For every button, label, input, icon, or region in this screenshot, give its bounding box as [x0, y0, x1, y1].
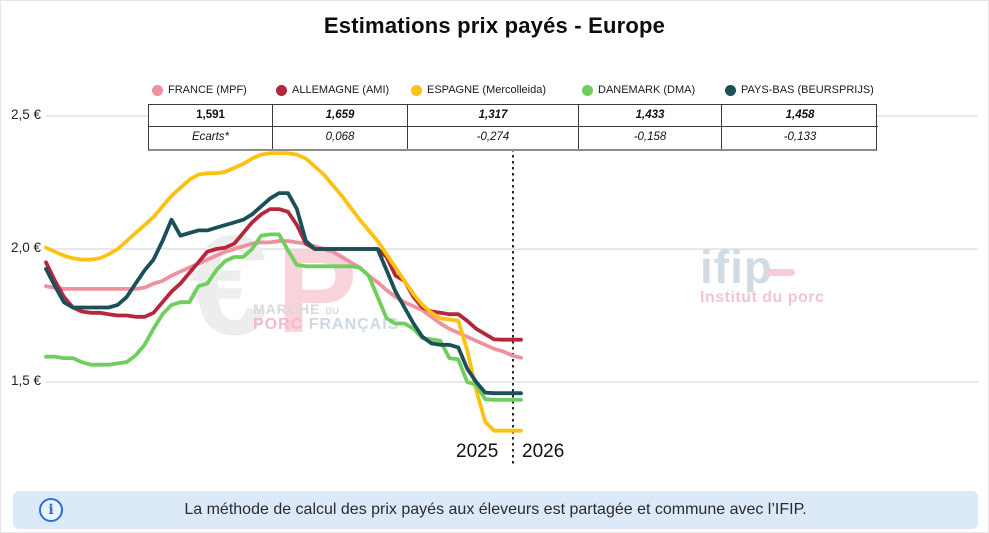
legend-label-france: FRANCE (MPF) [168, 84, 247, 96]
y-tick-2-5: 2,5 € [10, 107, 41, 122]
legend-item-danemark[interactable]: DANEMARK (DMA) [578, 84, 721, 96]
legend-label-allemagne: ALLEMAGNE (AMI) [292, 84, 390, 96]
legend-item-espagne[interactable]: ESPAGNE (Mercolleida) [407, 84, 578, 96]
ecart-cell-espagne: -0,274 [408, 127, 579, 149]
x-label-2026: 2026 [522, 441, 565, 462]
legend-item-pays-bas[interactable]: PAYS-BAS (BEURSPRIJS) [721, 84, 877, 96]
series-line-france-mpf [44, 239, 523, 360]
ecarts-row-label: Ecarts* [149, 127, 273, 149]
espagne-series-dot-icon [411, 84, 422, 96]
ecart-cell-allemagne: 0,068 [273, 127, 408, 149]
series-line-allemagne-ami [44, 207, 523, 342]
price-summary-table: 1,591 1,659 1,317 1,433 1,458 Ecarts* 0,… [148, 104, 878, 151]
y-tick-1-5: 1,5 € [10, 373, 41, 388]
pays-bas-series-dot-icon [725, 84, 736, 96]
ecart-cell-pays-bas: -0,133 [783, 131, 817, 143]
france-series-dot-icon [152, 84, 163, 96]
chart-legend: FRANCE (MPF) ALLEMAGNE (AMI) ESPAGNE (Me… [148, 84, 877, 96]
legend-item-france[interactable]: FRANCE (MPF) [148, 84, 272, 96]
info-banner-text: La méthode de calcul des prix payés aux … [184, 501, 807, 518]
allemagne-series-dot-icon [276, 84, 287, 96]
info-icon: i [39, 498, 63, 522]
value-cell-danemark: 1,433 [579, 105, 722, 127]
value-cell-espagne: 1,317 [408, 105, 579, 127]
ecart-cell-danemark: -0,158 [579, 127, 722, 149]
value-cell-france: 1,591 [149, 105, 273, 127]
series-line-pays-bas-beursprijs [44, 191, 523, 396]
legend-item-allemagne[interactable]: ALLEMAGNE (AMI) [272, 84, 407, 96]
info-banner: i La méthode de calcul des prix payés au… [13, 491, 978, 529]
series-line-espagne-mercolleida [44, 151, 523, 433]
y-tick-2-0: 2,0 € [10, 240, 41, 255]
page-title: Estimations prix payés - Europe [323, 13, 666, 38]
legend-label-pays-bas: PAYS-BAS (BEURSPRIJS) [741, 84, 874, 96]
value-cell-pays-bas: 1,458 [722, 105, 878, 127]
legend-label-danemark: DANEMARK (DMA) [598, 84, 696, 96]
danemark-series-dot-icon [582, 84, 593, 96]
x-label-2025: 2025 [456, 441, 499, 462]
value-cell-allemagne: 1,659 [273, 105, 408, 127]
legend-label-espagne: ESPAGNE (Mercolleida) [427, 84, 546, 96]
